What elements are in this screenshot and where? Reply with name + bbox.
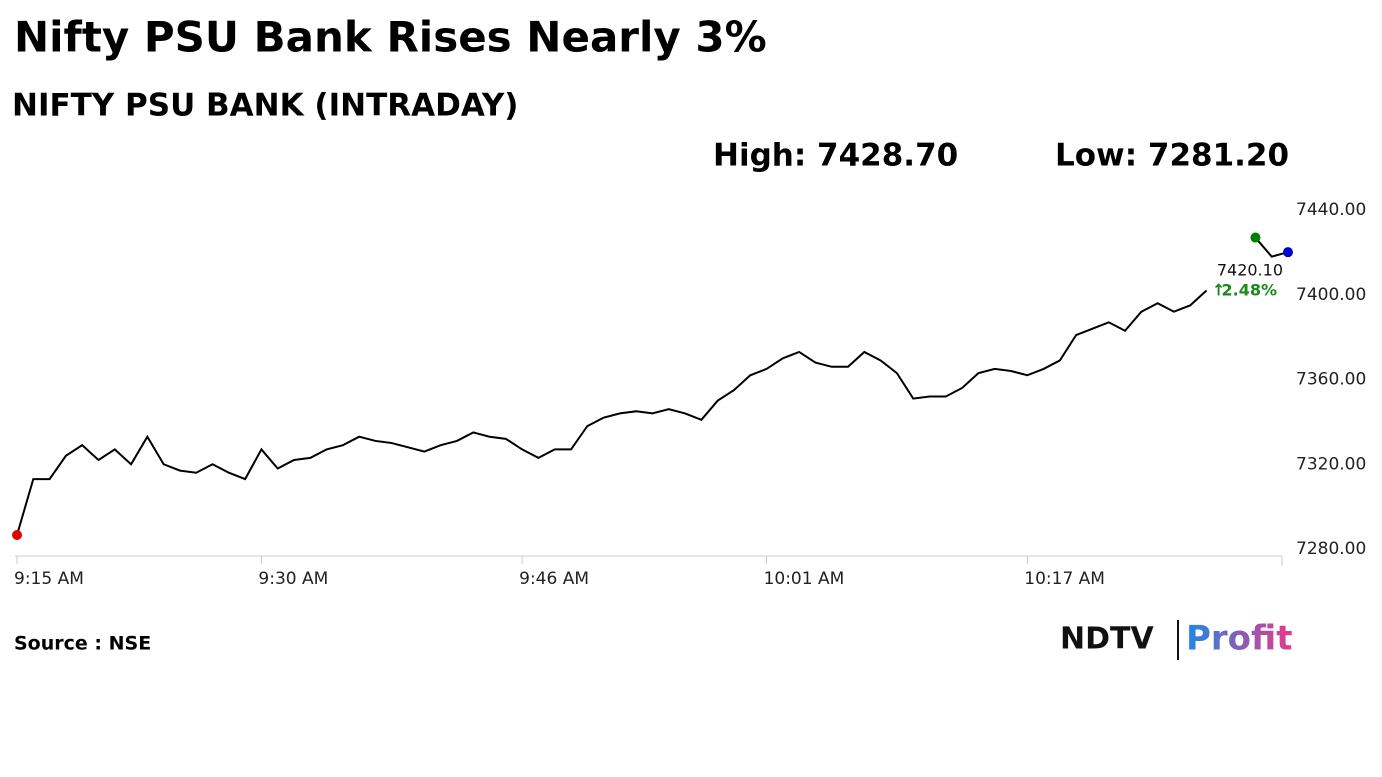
high-dot <box>1250 232 1261 243</box>
low-label: Low: 7281.20 <box>1055 138 1289 174</box>
start-dot <box>12 530 22 541</box>
x-tick-label: 9:15 AM <box>14 569 84 589</box>
y-tick-label: 7280.00 <box>1296 539 1366 559</box>
y-tick-label: 7440.00 <box>1296 200 1366 220</box>
x-tick-label: 10:17 AM <box>1024 569 1105 589</box>
y-tick-label: 7360.00 <box>1296 370 1366 390</box>
logo-ndtv: NDTV <box>1060 622 1154 657</box>
chart-subtitle: NIFTY PSU BANK (INTRADAY) <box>12 88 518 124</box>
last-value-label: 7420.10 <box>1217 261 1283 280</box>
chart-title: Nifty PSU Bank Rises Nearly 3% <box>14 13 767 62</box>
y-tick-label: 7320.00 <box>1296 454 1366 474</box>
end-dot <box>1283 247 1293 258</box>
change-arrow: ↑ <box>1212 281 1225 300</box>
logo-profit: Profit <box>1186 619 1293 659</box>
source: Source : NSE <box>14 633 151 655</box>
y-tick-label: 7400.00 <box>1296 285 1366 305</box>
high-label: High: 7428.70 <box>713 138 958 174</box>
x-tick-label: 10:01 AM <box>764 569 845 589</box>
x-tick-label: 9:46 AM <box>519 569 589 589</box>
line <box>16 236 1289 536</box>
change-label: 2.48% <box>1221 281 1277 300</box>
x-tick-label: 9:30 AM <box>258 569 328 589</box>
